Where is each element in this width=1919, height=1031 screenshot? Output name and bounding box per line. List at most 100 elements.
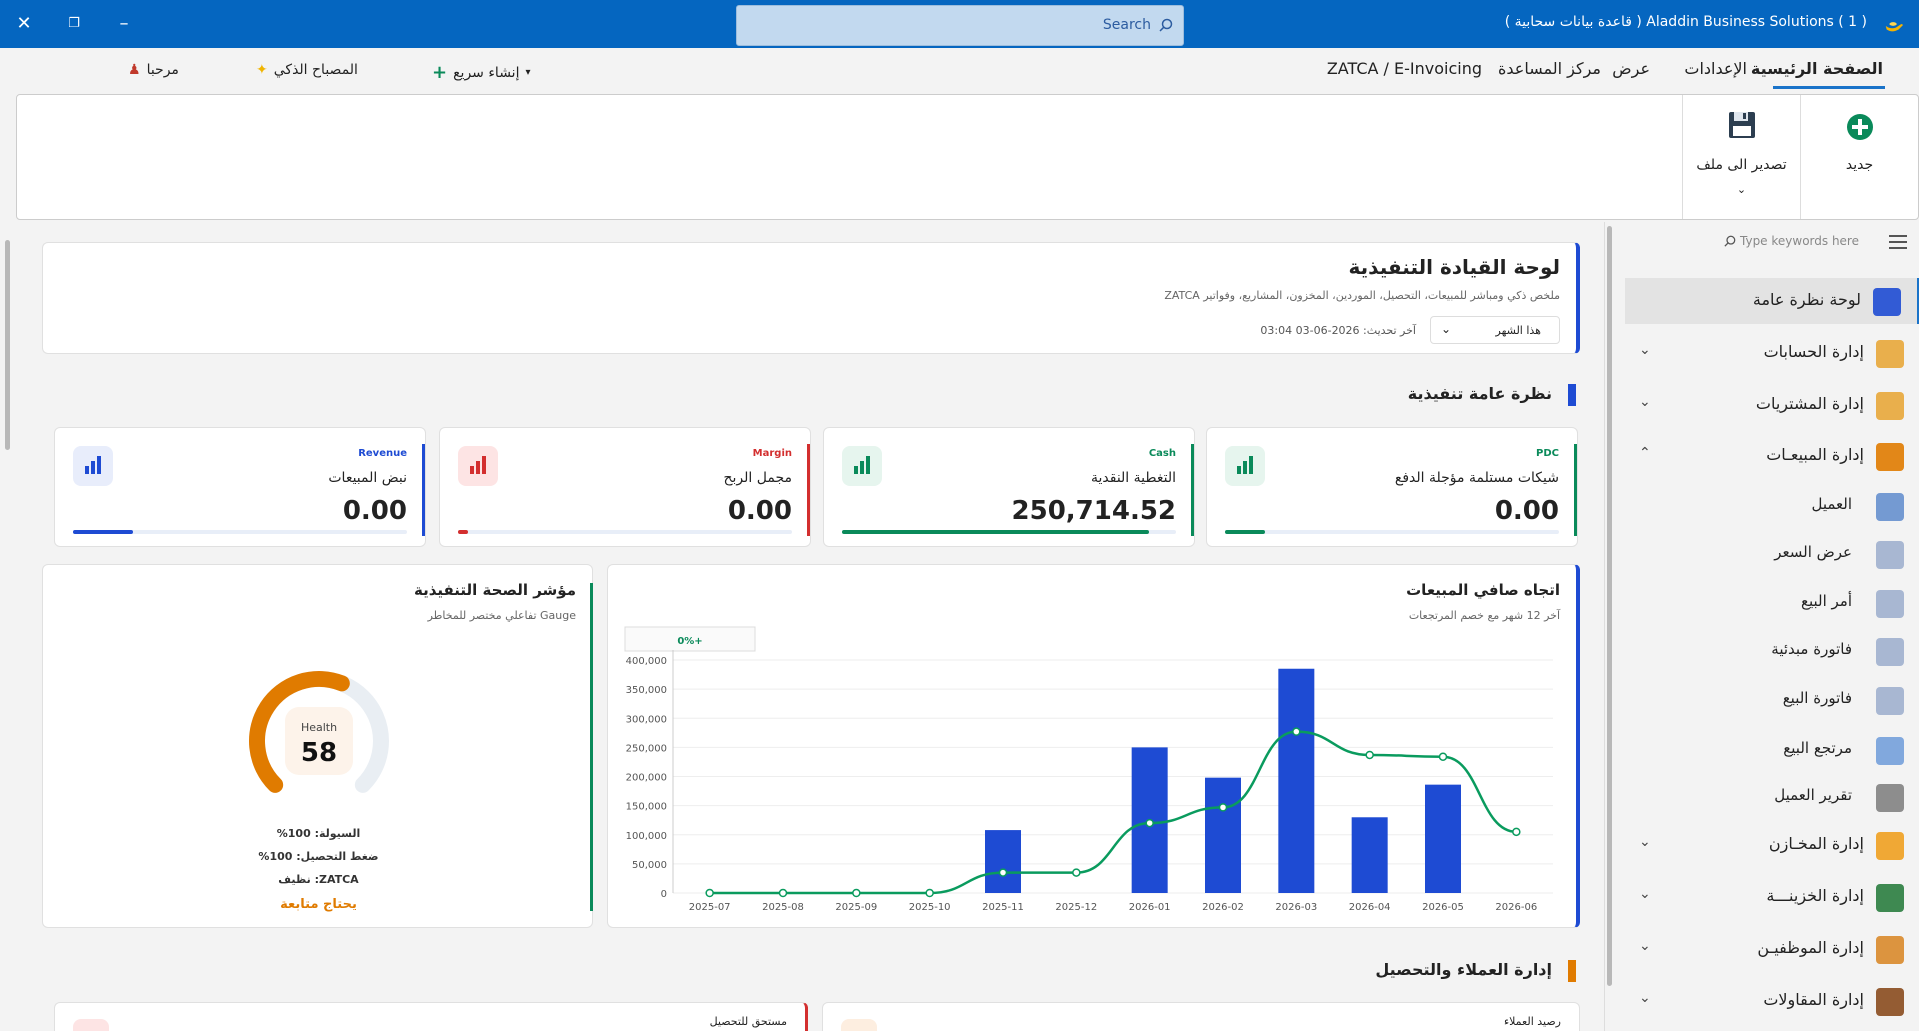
customer-icon <box>1876 493 1904 521</box>
sidebar-item[interactable]: فاتورة مبدئية <box>1625 628 1919 674</box>
sidebar-item[interactable]: تقرير العميل <box>1625 774 1919 820</box>
menu-view[interactable]: عرض <box>1612 59 1650 78</box>
y-tick-label: 350,000 <box>626 685 667 696</box>
gauge-subtitle: Gauge تفاعلي مختصر للمخاطر <box>427 609 576 622</box>
minimize-icon[interactable]: – <box>119 13 129 34</box>
change-badge: 0%+ <box>677 636 702 647</box>
accounts-icon <box>1876 340 1904 368</box>
sidebar-item[interactable]: إدارة الحسابات ⌄ <box>1625 330 1919 376</box>
due-collection-card: مستحق للتحصيل <box>54 1002 808 1031</box>
menu-home[interactable]: الصفحة الرئيسية <box>1750 59 1883 78</box>
menu-help-center[interactable]: مركز المساعدة <box>1498 59 1601 78</box>
employees-icon <box>1876 936 1904 964</box>
gauge-center <box>285 707 353 775</box>
trend-point[interactable] <box>1512 827 1521 837</box>
chevron-icon[interactable]: ⌄ <box>1639 938 1651 954</box>
chevron-icon[interactable]: ⌄ <box>1639 834 1651 850</box>
menu-zatca[interactable]: ZATCA / E-Invoicing <box>1326 59 1482 78</box>
trend-line <box>709 730 1517 895</box>
sidebar-item[interactable]: إدارة المبيعـات ⌃ <box>1625 433 1919 479</box>
save-disk-icon <box>1729 112 1755 138</box>
y-tick-label: 100,000 <box>626 831 667 842</box>
sidebar-item-label: فاتورة مبدئية <box>1771 640 1852 658</box>
restore-icon[interactable]: ❐ <box>68 16 80 31</box>
kpi-progress-track <box>458 530 792 534</box>
trend-point[interactable] <box>925 888 934 898</box>
chevron-down-icon: ⌄ <box>1441 322 1452 336</box>
trend-point[interactable] <box>1072 868 1081 877</box>
search-icon <box>1159 18 1173 32</box>
main-scrollbar-thumb[interactable] <box>5 240 10 450</box>
menu-bar: الصفحة الرئيسية الإعدادات عرض مركز المسا… <box>0 48 1919 92</box>
trend-point[interactable] <box>1365 750 1374 760</box>
bar[interactable] <box>1278 668 1315 893</box>
trend-point[interactable] <box>998 868 1008 877</box>
sidebar-item[interactable]: إدارة المخـازن ⌄ <box>1625 822 1919 868</box>
x-tick-label: 2026-04 <box>1349 902 1391 913</box>
smart-lamp-button[interactable]: المصباح الذكي ✦ <box>256 62 358 78</box>
chevron-icon[interactable]: ⌄ <box>1639 886 1651 902</box>
x-tick-label: 2025-12 <box>1055 902 1097 913</box>
trend-point[interactable] <box>1218 803 1228 812</box>
trend-point[interactable] <box>1438 752 1448 761</box>
x-tick-label: 2025-08 <box>762 902 804 913</box>
sales-order-icon <box>1876 590 1904 618</box>
chevron-icon[interactable]: ⌄ <box>1639 990 1651 1006</box>
kpi-progress-track <box>842 530 1176 534</box>
main-scrollbar[interactable] <box>4 222 12 1031</box>
y-tick-label: 400,000 <box>626 656 667 667</box>
chart-title: اتجاه صافي المبيعات <box>1406 581 1560 599</box>
warehouse-icon <box>1876 832 1904 860</box>
sidebar-item[interactable]: مرتجع البيع <box>1625 727 1919 773</box>
chevron-down-icon: ▾ <box>525 67 531 78</box>
sidebar-item-label: تقرير العميل <box>1774 786 1852 804</box>
customers-balance-card: رصيد العملاء <box>822 1002 1580 1031</box>
quick-create-button[interactable]: ▾ إنشاء سريع + <box>432 62 531 83</box>
kpi-card: Cash التغطية النقدية 250,714.52 <box>823 427 1195 547</box>
chart-subtitle: آخر 12 شهر مع خصم المرتجعات <box>1408 609 1560 622</box>
x-tick-label: 2026-05 <box>1422 902 1464 913</box>
trend-point[interactable] <box>778 888 788 898</box>
x-tick-label: 2025-09 <box>835 902 877 913</box>
section-title-overview: نظرة عامة تنفيذية <box>1407 384 1552 403</box>
welcome-user[interactable]: مرحبا ♟ <box>128 62 179 78</box>
sidebar-item[interactable]: إدارة المشتريات ⌄ <box>1625 382 1919 428</box>
app-title: Aladdin Business Solutions ( 1 ) ( قاعدة… <box>1504 14 1867 30</box>
menu-settings[interactable]: الإعدادات <box>1684 59 1747 78</box>
chevron-icon[interactable]: ⌃ <box>1639 445 1651 461</box>
chevron-icon[interactable]: ⌄ <box>1639 394 1651 410</box>
sidebar-item[interactable]: إدارة المقاولات ⌄ <box>1625 978 1919 1024</box>
trend-point[interactable] <box>852 888 861 898</box>
sidebar-item[interactable]: فاتورة البيع <box>1625 677 1919 723</box>
bar[interactable] <box>1425 784 1461 893</box>
quotation-icon <box>1876 541 1904 569</box>
close-icon[interactable]: ✕ <box>16 13 32 34</box>
trend-point[interactable] <box>1145 818 1154 828</box>
sidebar-item-label: فاتورة البيع <box>1782 689 1852 707</box>
bar[interactable] <box>985 830 1021 893</box>
bar[interactable] <box>1205 777 1241 893</box>
global-search-input[interactable]: Search <box>736 5 1184 46</box>
new-button[interactable]: جديد <box>1800 95 1918 219</box>
sidebar-item[interactable]: لوحة نظرة عامة <box>1625 278 1919 324</box>
period-select[interactable]: هذا الشهر ⌄ <box>1430 316 1560 344</box>
customers-balance-label: رصيد العملاء <box>1503 1015 1561 1028</box>
hamburger-menu-icon[interactable] <box>1889 235 1907 253</box>
bar[interactable] <box>1351 817 1388 893</box>
gauge-zatca: ZATCA: نظيف <box>278 873 359 886</box>
sidebar-item[interactable]: إدارة الخزينـــة ⌄ <box>1625 874 1919 920</box>
chevron-icon[interactable]: ⌄ <box>1639 342 1651 358</box>
trend-point[interactable] <box>1292 727 1301 736</box>
sidebar-item-label: إدارة المقاولات <box>1763 990 1864 1009</box>
sidebar-search-input[interactable]: Type keywords here <box>1724 234 1859 248</box>
sidebar-scrollbar[interactable] <box>1607 226 1612 986</box>
bar-chart-icon <box>1225 446 1265 486</box>
sidebar-item[interactable]: إدارة الموظفيـن ⌄ <box>1625 926 1919 972</box>
sidebar-item-label: العميل <box>1811 495 1852 513</box>
export-file-button[interactable]: تصدير الى ملف ⌄ <box>1682 95 1800 219</box>
sidebar-item[interactable]: عرض السعر <box>1625 531 1919 577</box>
last-updated: آخر تحديث: 2026-06-03 03:04 <box>1260 324 1416 337</box>
trend-point[interactable] <box>705 888 714 898</box>
sidebar-item[interactable]: أمر البيع <box>1625 580 1919 626</box>
sidebar-item[interactable]: العميل <box>1625 483 1919 529</box>
